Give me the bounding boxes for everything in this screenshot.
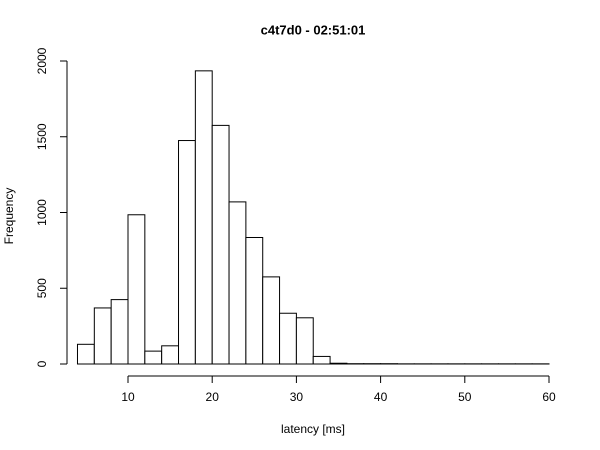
x-tick-label: 40 xyxy=(374,390,388,404)
y-axis-label: Frequency xyxy=(2,188,16,245)
bar xyxy=(161,345,180,365)
bar xyxy=(245,236,264,365)
y-tick-label: 0 xyxy=(35,360,49,367)
bar xyxy=(329,362,348,365)
bar xyxy=(279,312,297,365)
x-tick-label: 60 xyxy=(542,390,556,404)
bar xyxy=(178,140,196,365)
x-tick-label: 20 xyxy=(206,390,220,404)
y-tick-label: 2000 xyxy=(35,47,49,74)
chart-title: c4t7d0 - 02:51:01 xyxy=(261,22,366,37)
bar xyxy=(211,124,230,365)
x-tick-label: 30 xyxy=(290,390,304,404)
y-tick-label: 500 xyxy=(35,278,49,298)
bar xyxy=(295,317,314,365)
x-tick-label: 50 xyxy=(458,390,472,404)
y-tick-label: 1500 xyxy=(35,123,49,150)
bar xyxy=(228,201,247,365)
bar xyxy=(127,214,146,365)
y-tick-label: 1000 xyxy=(35,199,49,226)
bar xyxy=(76,343,95,365)
bar xyxy=(144,350,163,365)
bar xyxy=(262,276,281,365)
bar xyxy=(110,299,129,365)
x-axis-label: latency [ms] xyxy=(281,422,345,436)
bar xyxy=(194,70,213,365)
bar xyxy=(312,355,331,365)
bar xyxy=(93,307,112,365)
x-tick-label: 10 xyxy=(121,390,135,404)
